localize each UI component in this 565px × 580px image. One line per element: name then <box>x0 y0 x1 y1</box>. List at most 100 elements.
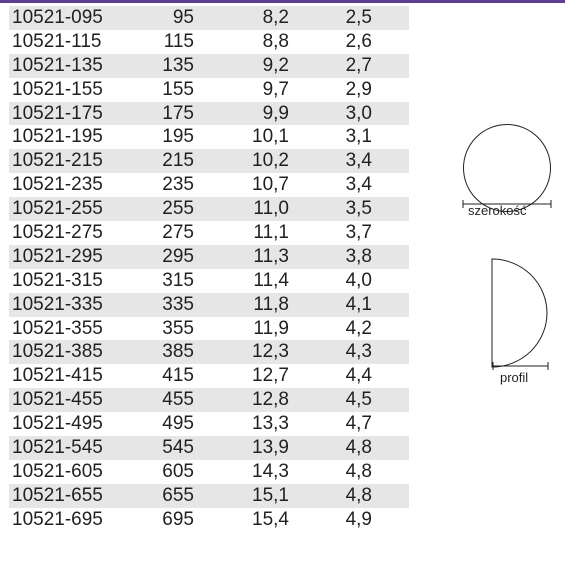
profile-cell: 4,1 <box>345 293 372 315</box>
table-row: 10521-095 95 8,2 2,5 <box>9 6 409 30</box>
part-number-cell: 10521-115 <box>12 30 102 52</box>
part-number-cell: 10521-495 <box>12 413 103 435</box>
table-row: 10521-605 605 14,3 4,8 <box>9 460 409 484</box>
part-number-cell: 10521-175 <box>12 102 103 124</box>
half-round-profile-icon <box>491 258 549 370</box>
part-number-cell: 10521-545 <box>12 437 103 459</box>
table-row: 10521-315 315 11,4 4,0 <box>9 269 409 293</box>
width-cell: 15,4 <box>252 508 289 530</box>
profile-cell: 4,3 <box>345 341 372 363</box>
part-number-cell: 10521-255 <box>12 198 103 220</box>
profile-cell: 3,5 <box>345 198 372 220</box>
part-number-cell: 10521-275 <box>12 222 103 244</box>
width-cell: 8,8 <box>262 30 289 52</box>
size-cell: 335 <box>162 293 194 315</box>
table-row: 10521-175 175 9,9 3,0 <box>9 101 409 126</box>
part-number-cell: 10521-315 <box>12 269 103 291</box>
size-cell: 175 <box>162 102 194 124</box>
size-cell: 215 <box>162 150 194 172</box>
table-row: 10521-655 655 15,1 4,8 <box>9 483 409 508</box>
part-number-cell: 10521-215 <box>12 150 103 172</box>
table-row: 10521-215 215 10,2 3,4 <box>9 149 409 174</box>
size-cell: 195 <box>162 126 194 148</box>
size-cell: 255 <box>162 198 194 220</box>
size-cell: 385 <box>162 341 194 363</box>
profile-cell: 4,8 <box>345 437 372 459</box>
width-cell: 13,9 <box>252 437 289 459</box>
part-number-cell: 10521-295 <box>12 245 103 267</box>
width-cell: 12,8 <box>252 389 289 411</box>
table-row: 10521-415 415 12,7 4,4 <box>9 364 409 388</box>
part-number-cell: 10521-155 <box>12 78 103 100</box>
width-label: szerokość <box>468 203 527 218</box>
width-cell: 13,3 <box>252 413 289 435</box>
profile-cell: 3,0 <box>345 102 372 124</box>
size-cell: 155 <box>162 78 194 100</box>
part-number-cell: 10521-415 <box>12 365 103 387</box>
profile-cell: 4,9 <box>345 508 372 530</box>
part-number-cell: 10521-135 <box>12 54 103 76</box>
profile-cell: 4,4 <box>345 365 372 387</box>
width-cell: 10,7 <box>252 174 289 196</box>
table-row: 10521-255 255 11,0 3,5 <box>9 197 409 222</box>
table-row: 10521-495 495 13,3 4,7 <box>9 412 409 436</box>
table-row: 10521-235 235 10,7 3,4 <box>9 173 409 197</box>
width-cell: 9,7 <box>262 78 289 100</box>
profile-cell: 3,7 <box>345 222 372 244</box>
part-number-cell: 10521-455 <box>12 389 103 411</box>
width-cell: 12,7 <box>252 365 289 387</box>
width-cell: 9,2 <box>262 54 289 76</box>
width-cell: 11,1 <box>253 222 289 244</box>
table-row: 10521-155 155 9,7 2,9 <box>9 78 409 102</box>
profile-cell: 4,7 <box>345 413 372 435</box>
dimension-table: 10521-095 95 8,2 2,5 10521-115 115 8,8 2,6 10521… <box>9 6 409 532</box>
table-row: 10521-115 115 8,8 2,6 <box>9 30 409 54</box>
table-row: 10521-385 385 12,3 4,3 <box>9 340 409 365</box>
profile-cell: 4,5 <box>345 389 372 411</box>
size-cell: 355 <box>162 317 194 339</box>
profile-cell: 2,6 <box>345 30 372 52</box>
profile-cell: 2,9 <box>345 78 372 100</box>
table-row: 10521-275 275 11,1 3,7 <box>9 221 409 245</box>
table-row: 10521-335 335 11,8 4,1 <box>9 292 409 317</box>
profile-cell: 4,2 <box>345 317 372 339</box>
table-row: 10521-695 695 15,4 4,9 <box>9 508 409 532</box>
width-cell: 10,1 <box>252 126 289 148</box>
table-row: 10521-355 355 11,9 4,2 <box>9 317 409 341</box>
profile-cell: 4,8 <box>345 460 372 482</box>
width-cell: 11,9 <box>253 317 289 339</box>
part-number-cell: 10521-335 <box>12 293 103 315</box>
width-cell: 11,3 <box>253 245 289 267</box>
profile-cell: 2,5 <box>345 7 372 28</box>
size-cell: 655 <box>162 484 194 506</box>
size-cell: 495 <box>162 413 194 435</box>
width-cell: 11,8 <box>253 293 289 315</box>
size-cell: 605 <box>162 460 194 482</box>
size-cell: 295 <box>162 245 194 267</box>
profile-cell: 2,7 <box>345 54 372 76</box>
size-cell: 455 <box>162 389 194 411</box>
ring-width-icon <box>462 124 552 212</box>
part-number-cell: 10521-655 <box>12 484 103 506</box>
size-cell: 545 <box>162 437 194 459</box>
part-number-cell: 10521-195 <box>12 126 103 148</box>
profile-diagram <box>488 258 558 373</box>
top-rule <box>0 0 565 3</box>
width-cell: 11,0 <box>253 198 289 220</box>
profile-cell: 4,8 <box>345 484 372 506</box>
table-row: 10521-455 455 12,8 4,5 <box>9 388 409 413</box>
width-cell: 14,3 <box>252 460 289 482</box>
size-cell: 235 <box>162 174 194 196</box>
profile-label: profil <box>500 370 529 385</box>
part-number-cell: 10521-605 <box>12 460 103 482</box>
width-cell: 8,2 <box>262 7 289 28</box>
size-cell: 95 <box>172 7 194 28</box>
part-number-cell: 10521-095 <box>12 7 103 28</box>
width-cell: 12,3 <box>252 341 289 363</box>
table-row: 10521-135 135 9,2 2,7 <box>9 53 409 78</box>
table-row: 10521-195 195 10,1 3,1 <box>9 125 409 149</box>
size-cell: 315 <box>162 269 194 291</box>
size-cell: 275 <box>162 222 194 244</box>
part-number-cell: 10521-235 <box>12 174 103 196</box>
profile-cell: 4,0 <box>345 269 372 291</box>
